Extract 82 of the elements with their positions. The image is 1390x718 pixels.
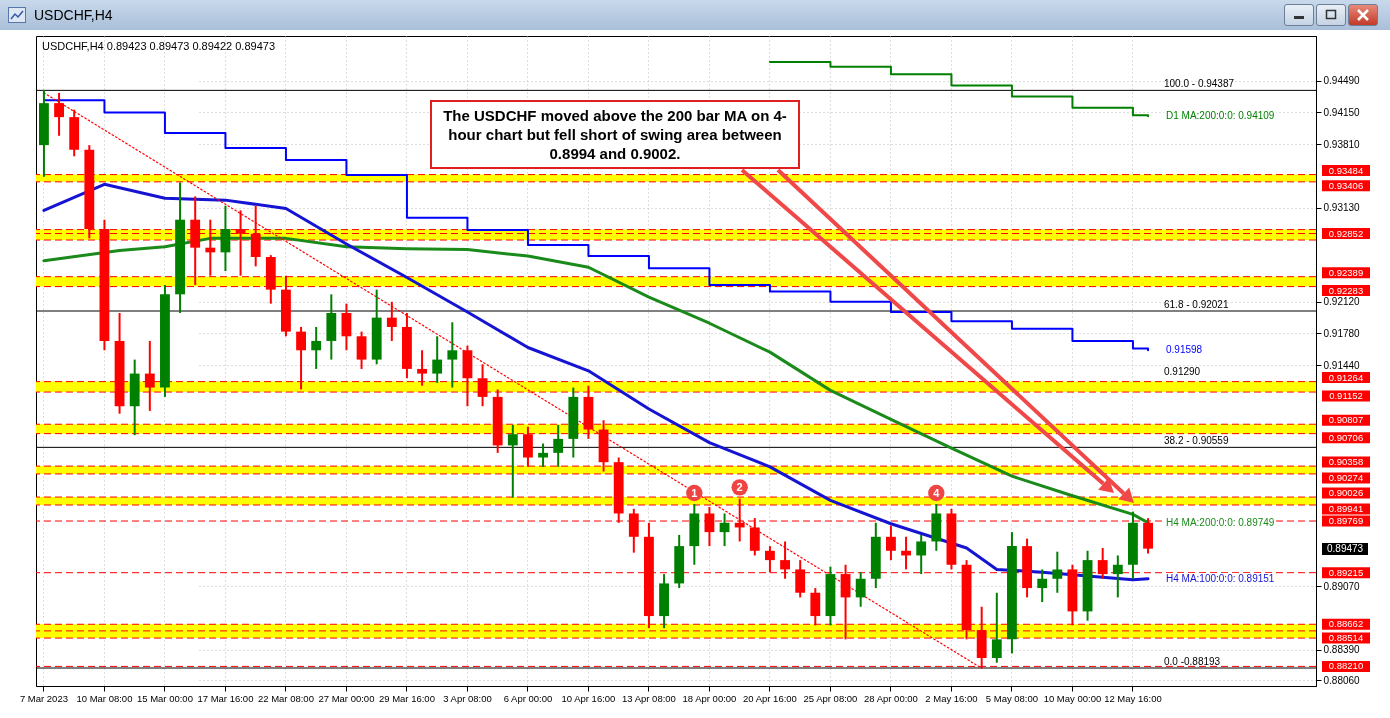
x-tick-label: 13 Apr 08:00 [621,692,676,704]
ref-line-label: 0.91152 [1329,390,1363,402]
candlestick [220,204,231,273]
text: 0.89473 [1322,543,1369,555]
candlestick [1097,546,1108,580]
ref-line-label: 0.90706 [1328,431,1364,443]
ref-line-label: 0.88210 [1328,660,1364,672]
y-tick-label: 0.94490 [1323,75,1361,87]
x-tick-label: 20 Apr 16:00 [742,692,797,704]
series-label: H4 MA:200:0:0: 0.89749 [1164,516,1277,529]
ref-line-label: 0.88662 [1328,618,1364,630]
chart-title: USDCHF,H4 [34,7,113,23]
y-tick-label: 0.89070 [1323,580,1361,592]
x-tick-label: 15 Mar 00:00 [136,692,193,704]
ref-line-label: 0.90274 [1328,471,1364,483]
y-tick-label: 0.94150 [1323,106,1361,118]
x-tick-label: 18 Apr 00:00 [682,692,737,704]
annotation: The USDCHF moved above the 200 bar MA on 4-hour chart but fell short of swing area between 0.8994 and 0.9002. [430,100,800,169]
y-tick-label: 0.93130 [1323,202,1361,214]
candlestick [886,524,896,562]
candlestick [386,300,397,342]
y-tick-label: 0.91780 [1323,327,1361,339]
y-tick-label: 0.92120 [1323,296,1361,308]
annotation: 61.8 - 0.92021 [1164,299,1229,311]
candlestick [356,330,367,370]
ref-line-label: 0.88514 [1328,632,1364,644]
candlestick [432,335,443,384]
candlestick [507,423,518,499]
candlestick [1037,568,1048,604]
ref-line-label: 0.93406 [1328,179,1364,191]
candlestick [1112,554,1123,599]
candlestick [1052,550,1063,594]
ref-line-label: 0.90807 [1328,414,1364,426]
line-series [42,182,1150,582]
x-tick-label: 25 Apr 08:00 [803,692,858,704]
annotation: 2 [731,481,748,494]
x-tick-label: 5 May 08:00 [985,692,1039,704]
x-tick-label: 10 May 00:00 [1043,692,1102,704]
ref-line-label: 0.89769 [1328,515,1364,527]
ref-line-label: 0.90026 [1328,487,1364,499]
x-tick-label: 10 Apr 16:00 [561,692,616,704]
series-label: 0.91598 [1164,344,1205,357]
x-tick-label: 6 Apr 00:00 [503,692,553,704]
chart-subtitle: USDCHF,H4 0.89423 0.89473 0.89422 0.89473 [42,40,276,52]
candlestick [447,321,458,389]
ref-line-label: 0.92852 [1328,227,1364,239]
candlestick [341,302,352,352]
series-label: H4 MA:100:0:0: 0.89151 [1164,572,1277,585]
x-tick-label: 22 Mar 08:00 [257,692,314,704]
annotation: 0.0 -0.88193 [1164,656,1221,667]
annotation: 100.0 - 0.94387 [1164,78,1235,90]
x-tick-label: 7 Mar 2023 [19,692,68,704]
candlestick [553,423,564,468]
x-tick-label: 28 Apr 00:00 [863,692,918,704]
candlestick [311,325,322,370]
candlestick [916,533,927,576]
candlestick [991,591,1002,664]
x-tick-label: 3 Apr 08:00 [443,692,492,704]
annotation: 38.2 - 0.90559 [1164,435,1229,447]
candlestick [855,571,866,608]
y-tick-label: 0.88060 [1323,674,1361,686]
x-tick-label: 29 Mar 16:00 [378,692,435,704]
series-label: D1 MA:200:0:0: 0.94109 [1164,110,1277,123]
annotation: 1 [686,486,703,499]
ref-line-label: 0.92389 [1328,266,1364,278]
x-tick-label: 2 May 16:00 [925,692,978,704]
candlestick [538,442,548,468]
y-tick-label: 0.93810 [1323,138,1361,150]
ref-line-label: 0.89941 [1328,502,1364,514]
annotation: 4 [928,486,945,499]
ref-line-label: 0.90358 [1328,456,1364,468]
x-tick-label: 12 May 16:00 [1104,692,1162,704]
x-tick-label: 10 Mar 08:00 [76,692,133,704]
ref-line-label: 0.91264 [1328,371,1364,383]
y-tick-label: 0.91440 [1323,359,1361,371]
y-tick-label: 0.88390 [1323,644,1361,656]
x-tick-label: 27 Mar 00:00 [318,692,375,704]
x-tick-label: 17 Mar 16:00 [197,692,254,704]
ref-line-label: 0.92283 [1328,284,1364,296]
ref-line-label: 0.89215 [1328,566,1364,578]
ref-line-label: 0.93484 [1328,164,1364,176]
text: 0.91290 [1164,366,1201,378]
